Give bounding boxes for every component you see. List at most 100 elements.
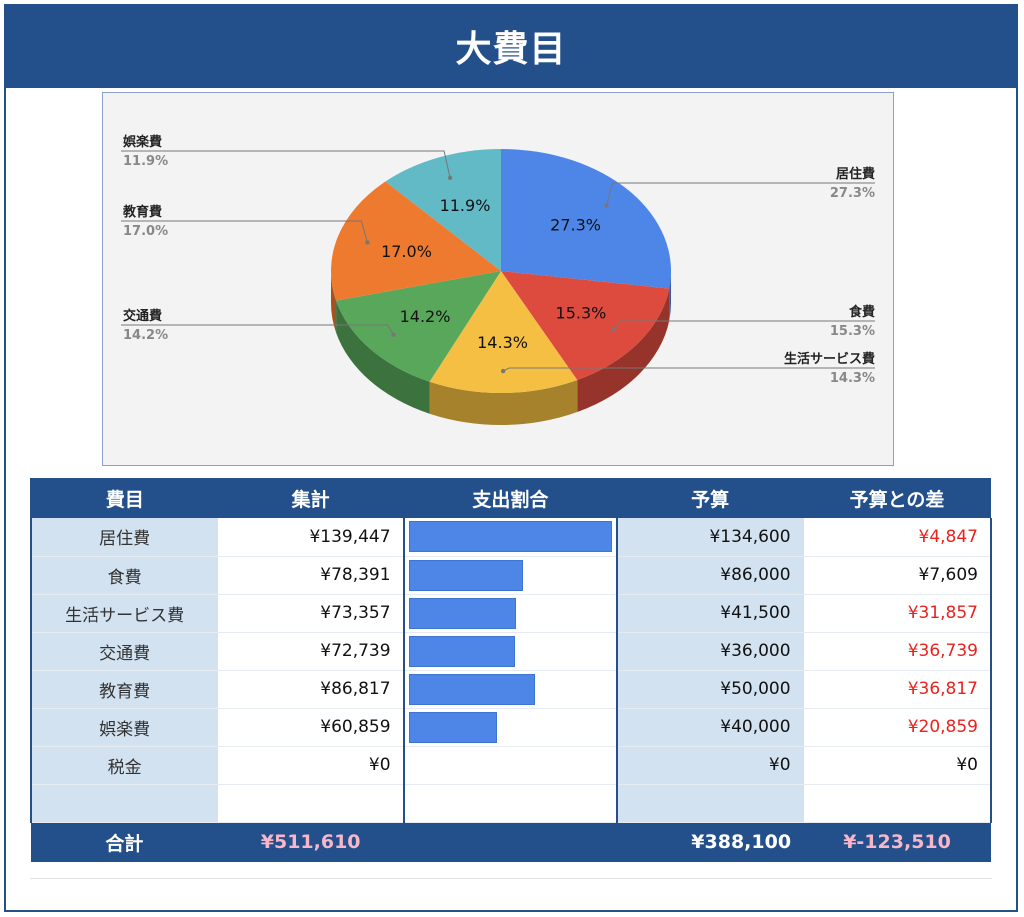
row-share-bar-cell[interactable] bbox=[402, 632, 619, 671]
row-share-bar-cell[interactable] bbox=[402, 556, 619, 595]
row-diff[interactable]: ¥4,847 bbox=[802, 518, 992, 557]
table-row: 居住費 ¥139,447 ¥134,600 ¥4,847 bbox=[30, 518, 992, 557]
pie-callout-name-5: 娯楽費 bbox=[123, 134, 162, 150]
row-total[interactable]: ¥78,391 bbox=[217, 556, 404, 595]
pie-slice-0 bbox=[501, 149, 672, 289]
pie-callout-name-0: 居住費 bbox=[836, 166, 875, 182]
empty-sheet-row[interactable] bbox=[30, 878, 992, 909]
pie-leader-line-4 bbox=[121, 220, 368, 243]
sum-budget[interactable]: ¥388,100 bbox=[617, 822, 804, 862]
share-bar bbox=[408, 559, 523, 591]
pie-leader-line-0 bbox=[605, 182, 875, 206]
row-budget[interactable]: ¥41,500 bbox=[617, 594, 804, 633]
pie-callout-name-2: 生活サービス費 bbox=[784, 351, 875, 367]
row-category[interactable]: 娯楽費 bbox=[30, 708, 218, 747]
sum-share[interactable] bbox=[403, 822, 618, 862]
pie-slice-label-3: 14.2% bbox=[400, 307, 451, 326]
row-total[interactable] bbox=[217, 784, 404, 823]
table-row: 税金 ¥0 ¥0 ¥0 bbox=[30, 746, 992, 785]
share-bar bbox=[408, 635, 515, 667]
pie-callout-name-4: 教育費 bbox=[122, 204, 162, 220]
pie-callout-percent-2: 14.3% bbox=[830, 371, 875, 386]
row-share-bar-cell[interactable] bbox=[402, 708, 619, 747]
row-category[interactable]: 交通費 bbox=[30, 632, 218, 671]
table-row: 食費 ¥78,391 ¥86,000 ¥7,609 bbox=[30, 556, 992, 595]
row-share-bar-cell[interactable] bbox=[402, 784, 619, 823]
row-total[interactable]: ¥86,817 bbox=[217, 670, 404, 709]
row-budget[interactable]: ¥36,000 bbox=[617, 632, 804, 671]
pie-slice-2 bbox=[429, 271, 578, 393]
pie-callout-name-3: 交通費 bbox=[123, 308, 162, 324]
pie-leader-dot-0 bbox=[604, 203, 609, 208]
pie-callout-percent-5: 11.9% bbox=[123, 154, 168, 169]
row-total[interactable]: ¥73,357 bbox=[217, 594, 404, 633]
table-row: 生活サービス費 ¥73,357 ¥41,500 ¥31,857 bbox=[30, 594, 992, 633]
pie-leader-dot-3 bbox=[391, 332, 396, 337]
pie-leader-dot-1 bbox=[611, 327, 617, 332]
row-share-bar-cell[interactable] bbox=[402, 670, 619, 709]
row-total[interactable]: ¥60,859 bbox=[217, 708, 404, 747]
sum-diff[interactable]: ¥-123,510 bbox=[803, 822, 991, 862]
header-budget: 予算 bbox=[617, 478, 804, 518]
pie-slice-label-5: 11.9% bbox=[440, 196, 491, 215]
row-category[interactable]: 税金 bbox=[30, 746, 218, 785]
row-budget[interactable]: ¥40,000 bbox=[617, 708, 804, 747]
pie-leader-dot-2 bbox=[500, 368, 506, 374]
row-budget[interactable]: ¥134,600 bbox=[617, 518, 804, 557]
pie-leader-dot-5 bbox=[447, 175, 453, 181]
row-category[interactable] bbox=[30, 784, 218, 823]
pie-leader-line-1 bbox=[613, 320, 875, 330]
pie-slice-side-3 bbox=[336, 300, 430, 414]
share-bar bbox=[408, 521, 613, 553]
share-bar bbox=[408, 597, 516, 629]
row-share-bar-cell[interactable] bbox=[402, 746, 619, 785]
header-share: 支出割合 bbox=[403, 478, 618, 518]
sum-row: 合計 ¥511,610 ¥388,100 ¥-123,510 bbox=[31, 822, 991, 862]
row-diff[interactable]: ¥20,859 bbox=[802, 708, 992, 747]
pie-callout-percent-4: 17.0% bbox=[123, 224, 168, 239]
row-budget[interactable]: ¥0 bbox=[617, 746, 804, 785]
pie-slice-5 bbox=[385, 149, 501, 271]
pie-slice-side-2 bbox=[429, 380, 578, 425]
table-row: 娯楽費 ¥60,859 ¥40,000 ¥20,859 bbox=[30, 708, 992, 747]
pie-slice-side-4 bbox=[331, 271, 337, 333]
pie-callout-percent-1: 15.3% bbox=[830, 324, 875, 339]
row-diff[interactable]: ¥0 bbox=[802, 746, 992, 785]
budget-table: 費目 集計 支出割合 予算 予算との差 居住費 ¥139,447 ¥134,600 ¥… bbox=[30, 478, 992, 862]
row-diff[interactable]: ¥7,609 bbox=[802, 556, 992, 595]
pie-slice-label-1: 15.3% bbox=[556, 303, 607, 322]
row-diff[interactable]: ¥31,857 bbox=[802, 594, 992, 633]
row-budget[interactable] bbox=[617, 784, 804, 823]
row-diff[interactable] bbox=[802, 784, 992, 823]
header-diff: 予算との差 bbox=[803, 478, 991, 518]
row-diff[interactable]: ¥36,739 bbox=[802, 632, 992, 671]
pie-slice-side-1 bbox=[577, 288, 670, 413]
pie-slice-1 bbox=[501, 271, 670, 381]
pie-slice-side-0 bbox=[669, 271, 671, 321]
row-budget[interactable]: ¥86,000 bbox=[617, 556, 804, 595]
row-budget[interactable]: ¥50,000 bbox=[617, 670, 804, 709]
table-row: 教育費 ¥86,817 ¥50,000 ¥36,817 bbox=[30, 670, 992, 709]
sum-total[interactable]: ¥511,610 bbox=[217, 822, 404, 862]
row-category[interactable]: 食費 bbox=[30, 556, 218, 595]
header-total: 集計 bbox=[217, 478, 404, 518]
row-category[interactable]: 生活サービス費 bbox=[30, 594, 218, 633]
row-total[interactable]: ¥72,739 bbox=[217, 632, 404, 671]
pie-leader-line-5 bbox=[121, 150, 451, 178]
sum-label[interactable]: 合計 bbox=[31, 822, 218, 862]
pie-slice-label-2: 14.3% bbox=[477, 333, 528, 352]
row-category[interactable]: 居住費 bbox=[30, 518, 218, 557]
pie-slice-3 bbox=[336, 271, 501, 382]
row-category[interactable]: 教育費 bbox=[30, 670, 218, 709]
row-total[interactable]: ¥139,447 bbox=[217, 518, 404, 557]
pie-leader-line-2 bbox=[502, 367, 875, 372]
pie-chart-panel[interactable]: 27.3% 居住費 27.3% 15.3% 食費 15.3% 14.3% 生活サービス費 14.… bbox=[102, 92, 894, 466]
pie-leader-dot-4 bbox=[365, 240, 370, 245]
table-row bbox=[30, 784, 992, 823]
row-diff[interactable]: ¥36,817 bbox=[802, 670, 992, 709]
row-total[interactable]: ¥0 bbox=[217, 746, 404, 785]
row-share-bar-cell[interactable] bbox=[402, 518, 619, 557]
pie-slice-label-0: 27.3% bbox=[550, 216, 601, 235]
row-share-bar-cell[interactable] bbox=[402, 594, 619, 633]
pie-slice-label-4: 17.0% bbox=[381, 242, 432, 261]
